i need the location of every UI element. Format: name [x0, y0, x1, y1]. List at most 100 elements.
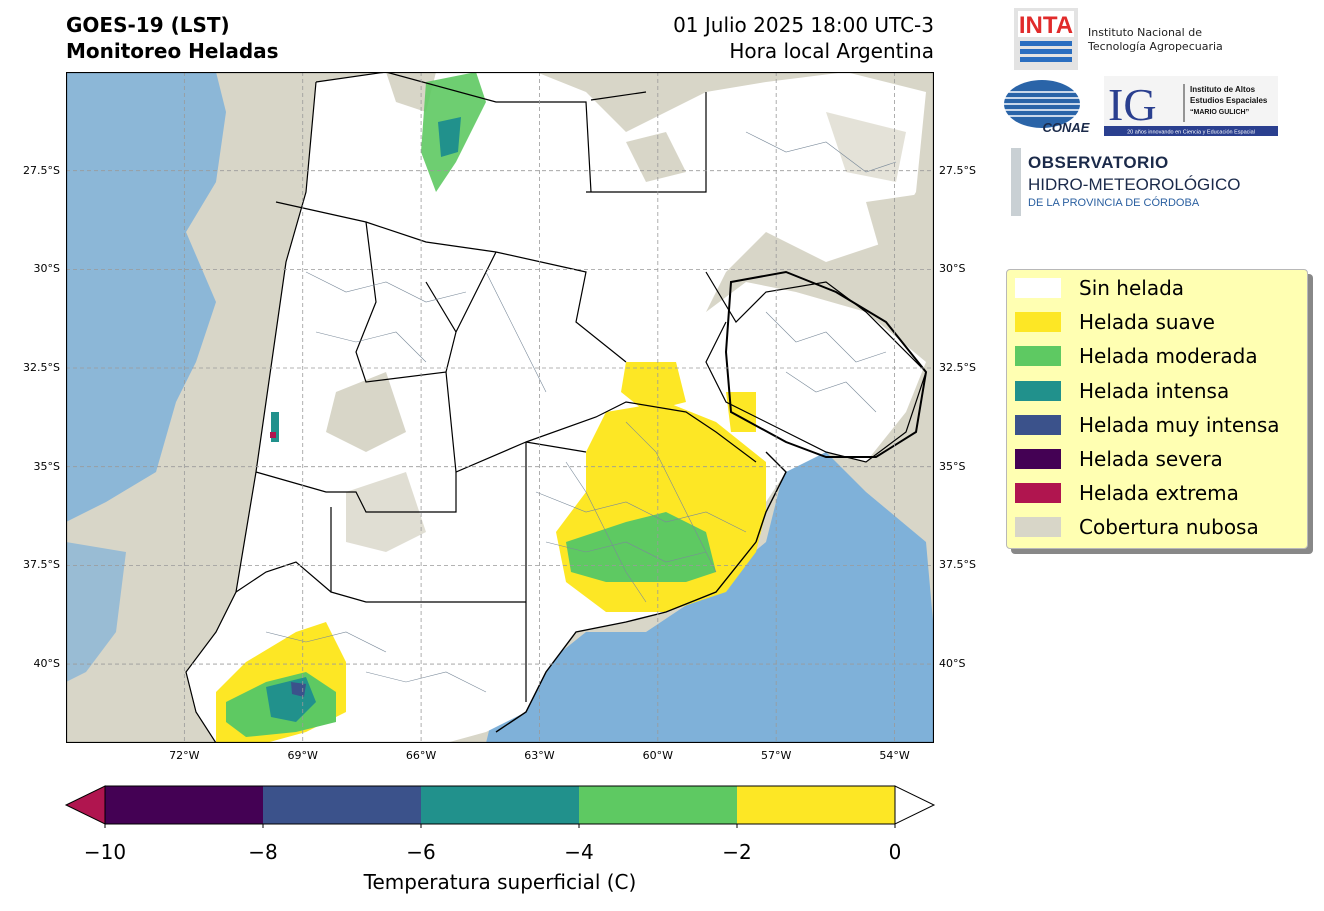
longitude-label: 72°W — [169, 749, 200, 762]
observatorio-line1: OBSERVATORIO — [1028, 153, 1169, 172]
frost-suave-north — [621, 362, 686, 412]
ig-logo: IG Instituto de Altos Estudios Espaciale… — [1104, 76, 1278, 136]
longitude-label: 63°W — [524, 749, 555, 762]
cloud-patch — [826, 112, 906, 182]
ig-mark: IG — [1108, 79, 1157, 130]
argentina-clear-land — [186, 72, 926, 743]
map-title: GOES-19 (LST) Monitoreo Heladas — [66, 12, 279, 64]
inta-mark: INTA — [1019, 12, 1073, 39]
legend-swatch — [1015, 517, 1061, 538]
legend-swatch — [1015, 380, 1061, 401]
longitude-label: 57°W — [760, 749, 792, 762]
legend-swatch — [1015, 278, 1061, 298]
longitude-label: 54°W — [879, 749, 910, 762]
observatorio-line2: HIDRO-METEOROLÓGICO — [1028, 175, 1241, 194]
legend-swatch — [1015, 449, 1061, 469]
frost-intensa-andes-north — [438, 117, 461, 157]
inta-name-line2: Tecnología Agropecuaria — [1088, 40, 1223, 53]
conae-mark: CONAE — [1043, 120, 1090, 135]
longitude-label: 60°W — [642, 749, 673, 762]
department-borders — [265, 131, 897, 693]
frost-moderada-buenos-aires — [566, 512, 716, 582]
colorbar-tick-label: 0 — [888, 840, 902, 864]
latitude-label: 35°S — [939, 459, 966, 473]
frost-spot — [270, 432, 276, 438]
legend-item: Helada intensa — [1015, 377, 1229, 405]
cloud-patch — [866, 192, 934, 272]
map-datetime: 01 Julio 2025 18:00 UTC-3 Hora local Arg… — [673, 12, 934, 64]
province-borders — [235, 72, 927, 702]
legend-swatch — [1015, 312, 1061, 333]
legend-item: Helada moderada — [1015, 342, 1258, 370]
colorbar-tick-label: −4 — [564, 840, 594, 864]
title-line-1: GOES-19 (LST) — [66, 13, 230, 37]
legend-item: Helada muy intensa — [1015, 411, 1280, 439]
frost-map — [66, 72, 934, 743]
inta-name: Instituto Nacional de Tecnología Agropec… — [1088, 26, 1223, 54]
ig-line1: Instituto de Altos — [1190, 85, 1256, 94]
inta-name-line1: Instituto Nacional de — [1088, 26, 1202, 39]
latitude-label: 27.5°S — [23, 163, 60, 177]
latitude-label: 30°S — [33, 262, 60, 276]
latitude-label: 35°S — [33, 459, 60, 473]
ig-line3: “MARIO GULICH” — [1190, 109, 1249, 116]
colorbar-segment — [579, 786, 737, 824]
latitude-label: 37.5°S — [23, 558, 60, 572]
local-time-line: Hora local Argentina — [729, 39, 934, 63]
longitude-label: 69°W — [287, 749, 318, 762]
colorbar-label: Temperatura superficial (C) — [363, 870, 637, 894]
colorbar-segment — [105, 786, 263, 824]
legend-label: Helada severa — [1079, 447, 1223, 471]
colorbar-segment — [263, 786, 421, 824]
frost-legend: Sin helada Helada suave Helada moderada Hel… — [1006, 269, 1308, 549]
latitude-label: 27.5°S — [939, 163, 976, 177]
latitude-label: 32.5°S — [939, 361, 976, 375]
colorbar-over-arrow — [894, 785, 936, 825]
longitude-label: 66°W — [405, 749, 437, 762]
pacific-clear-sky — [66, 72, 226, 522]
legend-item: Helada suave — [1015, 308, 1215, 336]
latitude-label: 40°S — [939, 657, 966, 671]
legend-item: Cobertura nubosa — [1015, 513, 1259, 541]
ig-line2: Estudios Espaciales — [1190, 96, 1268, 105]
legend-label: Helada suave — [1079, 310, 1215, 335]
legend-label: Helada extrema — [1079, 481, 1239, 506]
legend-label: Sin helada — [1079, 276, 1185, 300]
colorbar-frame — [104, 785, 896, 825]
chile-border — [185, 81, 317, 743]
colorbar-tick-label: −10 — [83, 840, 127, 864]
legend-swatch — [1015, 414, 1061, 435]
legend-label: Cobertura nubosa — [1079, 515, 1259, 540]
cloud-patch — [326, 372, 406, 452]
conae-logo: CONAE — [1004, 80, 1090, 135]
colorbar-under-arrow — [64, 785, 106, 825]
pacific-clear-sky-south — [66, 542, 126, 682]
legend-label: Helada muy intensa — [1079, 412, 1280, 437]
uruguay-border — [724, 270, 928, 458]
legend-swatch — [1015, 483, 1061, 504]
observatorio-line3: DE LA PROVINCIA DE CÓRDOBA — [1028, 197, 1200, 209]
ig-tagline: 20 años innovando en Ciencia y Educación… — [1127, 130, 1255, 136]
graticule — [66, 72, 934, 743]
legend-label: Helada intensa — [1079, 378, 1230, 403]
observatorio-bar — [1011, 148, 1021, 216]
colorbar-segment — [421, 786, 579, 824]
cloud-patch — [626, 132, 686, 182]
legend-item: Helada severa — [1015, 445, 1223, 473]
map-frame — [66, 72, 934, 743]
colorbar-tick-label: −6 — [406, 840, 436, 864]
temperature-colorbar — [64, 785, 936, 828]
colorbar-tick-label: −8 — [248, 840, 278, 864]
legend-label: Helada moderada — [1079, 344, 1258, 369]
latitude-label: 30°S — [939, 262, 966, 276]
frost-muy-intensa-patagonia — [291, 682, 306, 697]
colorbar-segment — [737, 786, 895, 824]
latitude-label: 32.5°S — [23, 361, 60, 375]
legend-swatch — [1015, 346, 1061, 367]
title-line-2: Monitoreo Heladas — [66, 39, 279, 63]
latitude-label: 37.5°S — [939, 558, 976, 572]
legend-item: Helada extrema — [1015, 479, 1239, 507]
date-line: 01 Julio 2025 18:00 UTC-3 — [673, 13, 934, 37]
atlantic-clear-sky — [486, 452, 934, 743]
latitude-label: 40°S — [33, 657, 60, 671]
